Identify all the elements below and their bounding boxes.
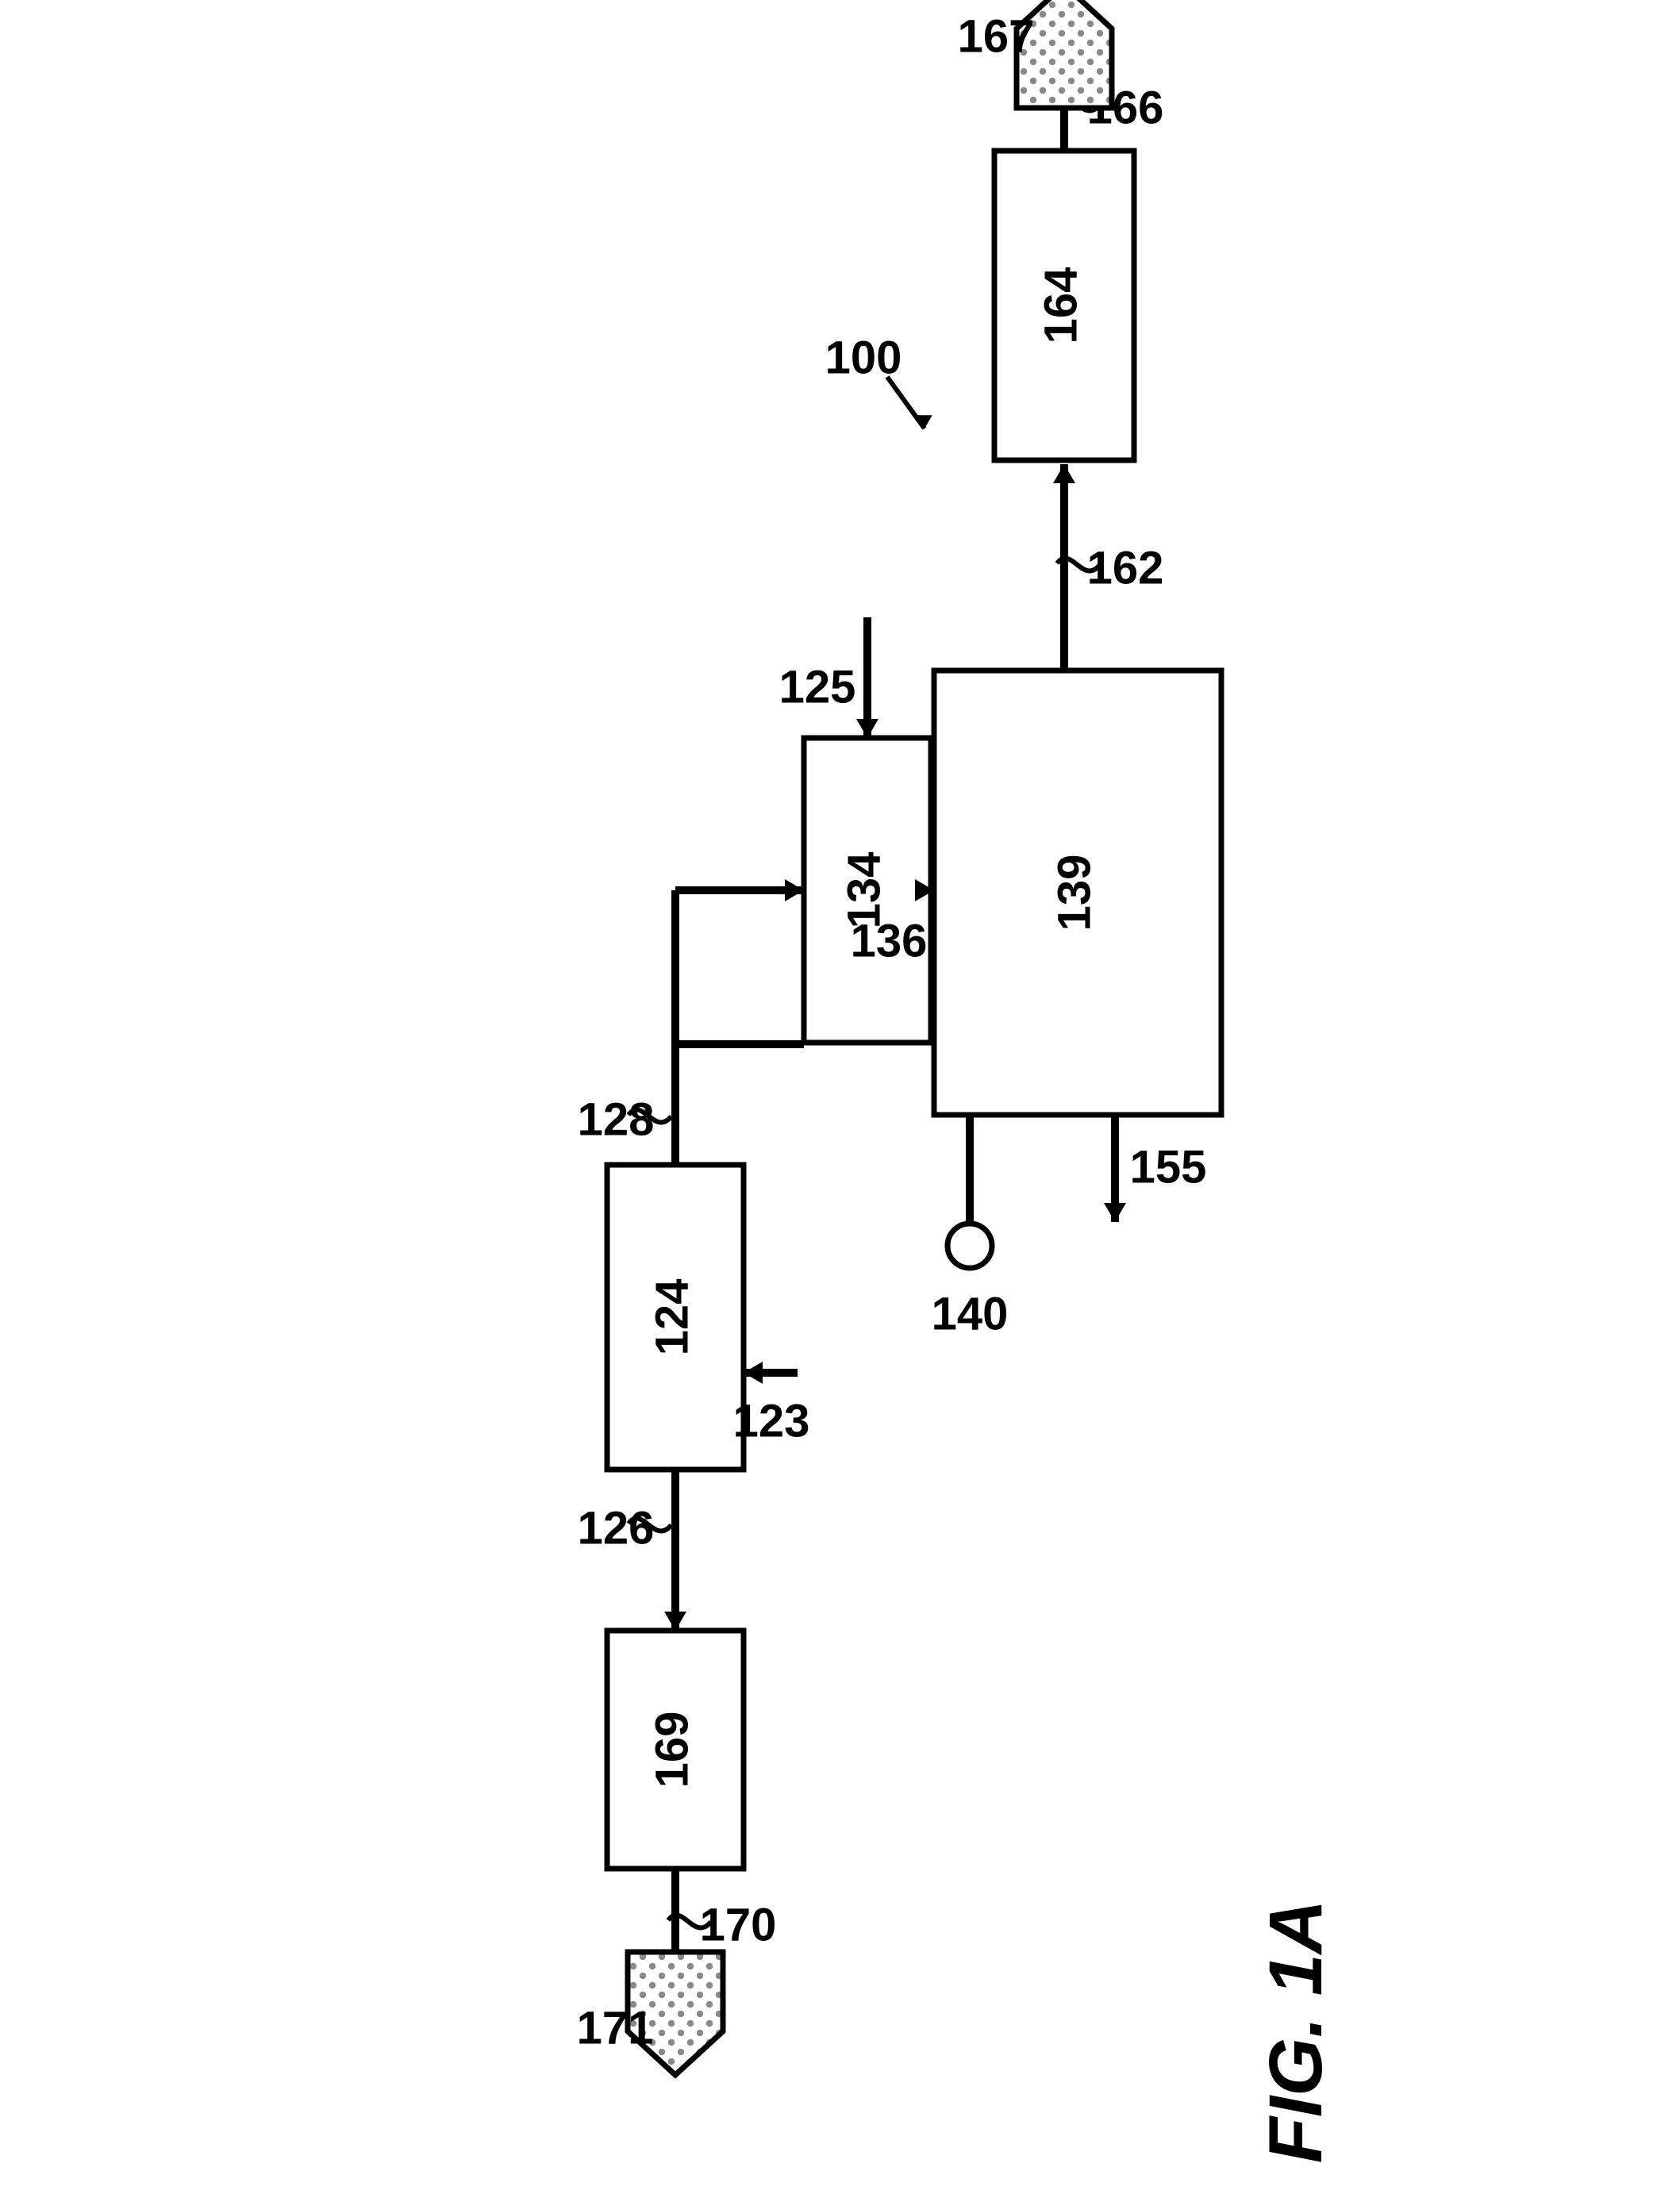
label-140: 140	[932, 1288, 1009, 1339]
block-label-124: 124	[646, 1279, 698, 1356]
label-171: 171	[577, 2002, 654, 2054]
label-155: 155	[1130, 1141, 1207, 1193]
label-136: 136	[851, 915, 928, 966]
block-label-139: 139	[1048, 855, 1100, 932]
sensor-140-icon	[948, 1224, 992, 1268]
label-125: 125	[779, 661, 856, 713]
label-128: 128	[578, 1093, 655, 1145]
diagram-svg: 1241341391641691281251361261701231621661…	[0, 0, 1680, 2194]
label-126: 126	[578, 1502, 655, 1554]
block-label-169: 169	[646, 1712, 698, 1789]
label-123: 123	[733, 1395, 810, 1447]
label-100: 100	[825, 332, 902, 383]
label-167: 167	[958, 10, 1035, 62]
figure-caption: FIG. 1A	[1254, 1900, 1338, 2164]
block-label-164: 164	[1035, 267, 1086, 344]
